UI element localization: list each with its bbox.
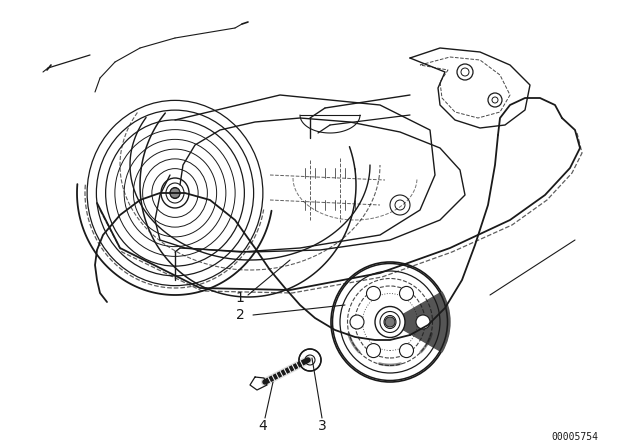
Ellipse shape bbox=[331, 262, 449, 382]
Ellipse shape bbox=[367, 344, 381, 358]
Ellipse shape bbox=[367, 286, 381, 301]
Circle shape bbox=[170, 188, 180, 198]
Text: 4: 4 bbox=[259, 419, 268, 433]
Ellipse shape bbox=[161, 178, 189, 208]
Circle shape bbox=[299, 349, 321, 371]
Ellipse shape bbox=[399, 286, 413, 301]
Ellipse shape bbox=[399, 344, 413, 358]
Circle shape bbox=[385, 317, 395, 327]
Text: 1: 1 bbox=[236, 291, 244, 305]
Text: 3: 3 bbox=[317, 419, 326, 433]
Text: 00005754: 00005754 bbox=[552, 432, 598, 442]
Wedge shape bbox=[390, 292, 450, 352]
Ellipse shape bbox=[350, 315, 364, 329]
Ellipse shape bbox=[375, 306, 405, 337]
Ellipse shape bbox=[416, 315, 430, 329]
Text: 2: 2 bbox=[236, 308, 244, 322]
